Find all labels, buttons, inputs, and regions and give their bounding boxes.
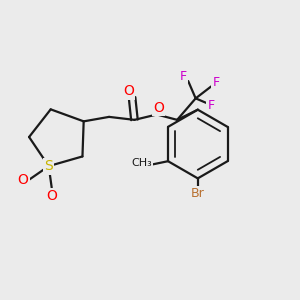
Text: S: S	[44, 159, 53, 173]
Text: F: F	[212, 76, 220, 89]
Text: F: F	[180, 70, 187, 83]
Text: O: O	[46, 189, 57, 203]
Text: O: O	[153, 101, 164, 115]
Text: F: F	[207, 99, 214, 112]
Text: O: O	[17, 172, 28, 187]
Text: CH₃: CH₃	[131, 158, 152, 168]
Text: O: O	[123, 85, 134, 98]
Text: Br: Br	[191, 188, 205, 200]
